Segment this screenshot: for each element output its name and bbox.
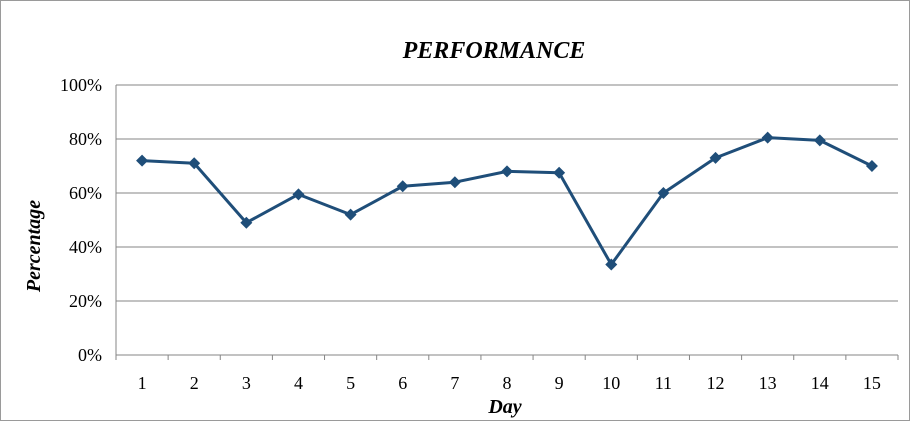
x-tick-label: 13	[759, 373, 777, 393]
x-axis-title: Day	[487, 396, 521, 418]
y-tick-labels: 0% 20% 40% 60% 80% 100%	[60, 75, 102, 365]
data-point	[761, 131, 774, 144]
x-tick-label: 9	[555, 373, 564, 393]
data-point	[501, 165, 513, 178]
x-tick-label: 11	[655, 373, 672, 393]
data-point	[553, 166, 566, 179]
x-tick-label: 6	[398, 373, 407, 393]
y-tick-label: 0%	[78, 345, 102, 365]
data-point	[136, 154, 149, 167]
gridlines	[116, 84, 898, 302]
y-tick-label: 80%	[69, 129, 102, 149]
data-point	[709, 151, 722, 164]
data-point	[292, 188, 305, 201]
y-axis-title: Percentage	[23, 200, 45, 293]
chart-title: PERFORMANCE	[402, 38, 586, 64]
data-point	[188, 157, 201, 170]
x-tick-label: 1	[138, 373, 147, 393]
data-point	[865, 160, 878, 172]
x-tick-label: 10	[602, 373, 620, 393]
y-tick-label: 100%	[60, 75, 102, 95]
data-point	[240, 216, 253, 229]
marker-layer	[136, 131, 878, 271]
data-point	[396, 180, 409, 193]
x-tick-label: 3	[242, 373, 251, 393]
data-point	[448, 176, 461, 189]
y-tick-label: 60%	[69, 183, 102, 203]
y-tick-label: 40%	[69, 237, 102, 257]
data-point	[344, 208, 357, 221]
y-tick-label: 20%	[69, 291, 102, 311]
axes	[115, 85, 899, 360]
x-tick-label: 7	[450, 373, 459, 393]
x-tick-label: 2	[190, 373, 199, 393]
data-point	[813, 134, 826, 147]
x-tick-label: 5	[346, 373, 355, 393]
x-tick-labels: 1 2 3 4 5 6 7 8 9 10 11 12 13 14 15	[138, 373, 881, 393]
x-tick-label: 8	[503, 373, 512, 393]
data-point	[605, 258, 618, 271]
x-tick-label: 14	[811, 373, 829, 393]
data-point	[657, 187, 670, 199]
x-tick-label: 12	[707, 373, 725, 393]
x-tick-label: 4	[294, 373, 303, 393]
x-tick-label: 15	[863, 373, 881, 393]
